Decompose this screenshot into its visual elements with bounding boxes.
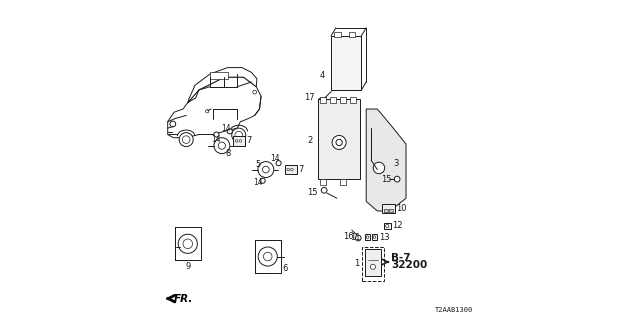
Text: 7: 7 — [246, 136, 252, 145]
Text: 12: 12 — [392, 221, 403, 230]
Circle shape — [182, 136, 190, 143]
Text: 5: 5 — [256, 160, 261, 169]
Polygon shape — [188, 68, 257, 103]
Bar — [319, 100, 360, 179]
Circle shape — [253, 90, 257, 94]
Text: 14: 14 — [253, 178, 263, 187]
Text: 13: 13 — [379, 233, 389, 242]
Polygon shape — [168, 77, 261, 138]
Bar — [285, 165, 297, 174]
Circle shape — [262, 166, 269, 173]
Circle shape — [321, 188, 327, 193]
Circle shape — [235, 131, 243, 139]
Circle shape — [258, 162, 274, 178]
Text: T2AAB1300: T2AAB1300 — [435, 307, 473, 313]
Text: 1: 1 — [355, 259, 360, 268]
Circle shape — [366, 236, 369, 238]
Bar — [340, 97, 346, 103]
Circle shape — [264, 252, 272, 261]
Bar — [234, 136, 246, 146]
Text: 15: 15 — [307, 188, 317, 197]
Circle shape — [260, 178, 265, 183]
Bar — [372, 234, 378, 240]
Bar — [384, 209, 388, 212]
Bar — [349, 32, 355, 37]
Bar — [330, 97, 336, 103]
Text: 3: 3 — [394, 159, 399, 168]
Bar — [365, 234, 371, 240]
Text: 10: 10 — [396, 204, 407, 212]
Text: 14: 14 — [211, 135, 221, 144]
Circle shape — [373, 236, 376, 238]
Circle shape — [227, 129, 232, 134]
Bar — [362, 247, 384, 281]
Circle shape — [214, 138, 230, 154]
Bar — [331, 36, 362, 90]
Text: 11: 11 — [350, 233, 360, 242]
Text: 14: 14 — [270, 154, 280, 163]
Circle shape — [336, 139, 342, 146]
Circle shape — [287, 168, 289, 171]
Bar — [389, 209, 393, 212]
Circle shape — [218, 142, 225, 149]
Circle shape — [236, 140, 238, 142]
Polygon shape — [366, 109, 406, 211]
Circle shape — [291, 168, 293, 171]
Bar — [175, 227, 200, 260]
Bar — [210, 72, 228, 79]
Text: 15: 15 — [381, 175, 392, 184]
Circle shape — [239, 140, 242, 142]
Circle shape — [386, 224, 389, 228]
Bar — [320, 97, 326, 103]
Circle shape — [205, 110, 209, 113]
Bar — [382, 204, 395, 212]
Bar — [320, 179, 326, 185]
Circle shape — [258, 247, 277, 266]
Circle shape — [232, 128, 246, 142]
Text: 8: 8 — [225, 149, 230, 158]
Text: 16: 16 — [343, 232, 354, 241]
Circle shape — [371, 264, 376, 269]
Circle shape — [332, 135, 346, 149]
Text: 6: 6 — [282, 264, 287, 273]
Bar — [340, 179, 346, 185]
Text: 17: 17 — [304, 93, 315, 102]
Bar — [255, 240, 281, 273]
Circle shape — [276, 161, 281, 166]
Circle shape — [373, 162, 385, 174]
Bar — [349, 97, 356, 103]
Text: 32200: 32200 — [391, 260, 428, 269]
Bar — [334, 32, 340, 37]
Text: 7: 7 — [298, 165, 304, 174]
Bar — [365, 249, 381, 276]
Circle shape — [214, 132, 219, 137]
Text: B-7: B-7 — [391, 253, 411, 263]
Circle shape — [319, 98, 324, 104]
Text: FR.: FR. — [173, 293, 193, 304]
Text: 2: 2 — [307, 136, 312, 145]
Circle shape — [183, 239, 193, 249]
Circle shape — [179, 132, 193, 147]
Circle shape — [355, 235, 361, 241]
Text: 4: 4 — [320, 71, 325, 80]
Circle shape — [170, 121, 175, 127]
Bar — [384, 223, 391, 228]
Circle shape — [394, 176, 400, 182]
Text: 14: 14 — [221, 124, 231, 133]
Text: 9: 9 — [185, 261, 191, 271]
